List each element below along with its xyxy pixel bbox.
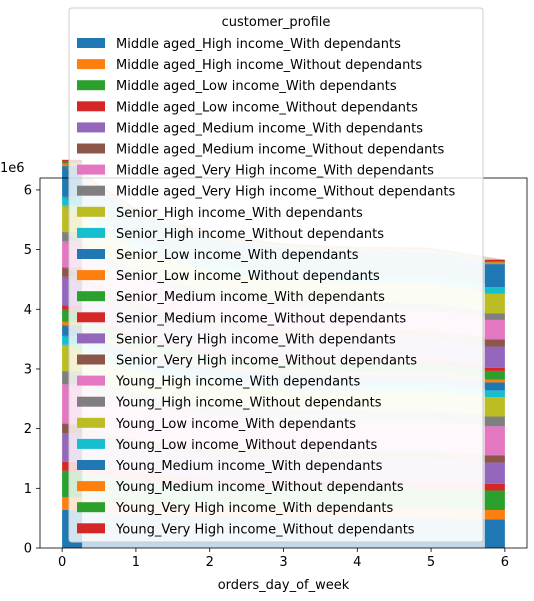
legend-label: Young_Very High income_Without dependant… xyxy=(115,522,415,537)
legend-label: Senior_Medium income_With dependants xyxy=(116,290,385,305)
legend-swatch xyxy=(77,228,105,238)
area-series-20-right-band xyxy=(485,287,505,294)
legend: customer_profile Middle aged_High income… xyxy=(69,8,483,542)
area-series-13-right-band xyxy=(485,371,505,380)
legend-swatch xyxy=(77,101,105,111)
legend-swatch xyxy=(77,80,105,90)
legend-label: Middle aged_Low income_With dependants xyxy=(116,79,397,94)
x-tick-label: 4 xyxy=(353,555,361,570)
area-series-4-right-band xyxy=(485,484,505,491)
legend-label: Young_Medium income_With dependants xyxy=(115,459,383,474)
area-series-15-right-band xyxy=(485,347,505,368)
legend-label: Middle aged_Medium income_With dependant… xyxy=(116,121,423,136)
area-series-10-right-band xyxy=(485,390,505,397)
legend-label: Middle aged_Very High income_Without dep… xyxy=(116,185,455,200)
y-tick-label: 2 xyxy=(24,422,32,437)
legend-swatch xyxy=(77,144,105,154)
legend-swatch xyxy=(77,333,105,343)
legend-label: Senior_Medium income_Without dependants xyxy=(116,311,406,326)
legend-swatch xyxy=(77,460,105,470)
legend-label: Senior_Very High income_With dependants xyxy=(116,332,396,347)
y-tick-label: 0 xyxy=(24,542,32,557)
legend-swatch xyxy=(77,249,105,259)
legend-label: Senior_Very High income_Without dependan… xyxy=(116,354,417,369)
legend-label: Middle aged_Medium income_Without depend… xyxy=(116,143,445,158)
legend-label: Middle aged_High income_With dependants xyxy=(116,37,401,52)
legend-label: Young_Low income_Without dependants xyxy=(115,438,377,453)
area-series-5-right-band xyxy=(485,463,505,484)
area-series-3-right-band xyxy=(485,490,505,510)
legend-swatch xyxy=(77,355,105,365)
area-series-24-right-band xyxy=(485,260,505,261)
legend-swatch xyxy=(77,270,105,280)
y-tick-label: 6 xyxy=(24,183,32,198)
area-series-6-right-band xyxy=(485,456,505,463)
legend-label: Young_Medium income_Without dependants xyxy=(115,480,404,495)
x-axis-label: orders_day_of_week xyxy=(218,578,350,593)
area-series-9-right-band xyxy=(485,397,505,417)
y-tick-label: 4 xyxy=(24,303,32,318)
legend-swatch xyxy=(77,165,105,175)
legend-swatch xyxy=(77,186,105,196)
legend-label: Middle aged_Very High income_With depend… xyxy=(116,164,434,179)
area-series-12-right-band xyxy=(485,380,505,383)
area-series-21-right-band xyxy=(485,264,505,287)
area-series-16-right-band xyxy=(485,339,505,346)
area-series-19-right-band xyxy=(485,294,505,314)
x-tick-label: 3 xyxy=(279,555,287,570)
legend-label: Middle aged_Low income_Without dependant… xyxy=(116,100,418,115)
area-series-7-right-band xyxy=(485,426,505,455)
legend-swatch xyxy=(77,523,105,533)
x-tick-label: 6 xyxy=(501,555,509,570)
legend-swatch xyxy=(77,418,105,428)
x-tick-label: 0 xyxy=(58,555,66,570)
area-series-18-right-band xyxy=(485,313,505,320)
y-tick-label: 1 xyxy=(24,482,32,497)
y-tick-label: 3 xyxy=(24,362,32,377)
legend-swatch xyxy=(77,481,105,491)
area-series-1-right-band xyxy=(485,519,505,548)
legend-label: Senior_Low income_Without dependants xyxy=(116,269,380,284)
legend-label: Young_High income_Without dependants xyxy=(115,396,382,411)
legend-label: Young_Low income_With dependants xyxy=(115,417,356,432)
legend-label: Young_High income_With dependants xyxy=(115,375,360,390)
y-axis-offset-label: 1e6 xyxy=(0,161,25,176)
area-series-17-right-band xyxy=(485,320,505,340)
legend-swatch xyxy=(77,207,105,217)
legend-label: Senior_High income_Without dependants xyxy=(116,227,384,242)
x-axis-ticks: 0 1 2 3 4 5 6 xyxy=(58,548,509,570)
x-tick-label: 2 xyxy=(206,555,214,570)
area-series-11-right-band xyxy=(485,382,505,390)
area-series-2-right-band xyxy=(485,510,505,519)
legend-title: customer_profile xyxy=(222,15,331,30)
y-tick-label: 5 xyxy=(24,243,32,258)
legend-swatch xyxy=(77,59,105,69)
legend-label: Senior_High income_With dependants xyxy=(116,206,363,221)
legend-label: Senior_Low income_With dependants xyxy=(116,248,359,263)
y-axis-ticks: 0 1 2 3 4 5 6 xyxy=(24,183,40,556)
area-series-22-right-band xyxy=(485,262,505,264)
x-tick-label: 1 xyxy=(132,555,140,570)
legend-swatch xyxy=(77,291,105,301)
legend-swatch xyxy=(77,397,105,407)
legend-swatch xyxy=(77,439,105,449)
area-series-23-right-band xyxy=(485,261,505,262)
legend-swatch xyxy=(77,376,105,386)
legend-swatch xyxy=(77,122,105,132)
legend-label: Young_Very High income_With dependants xyxy=(115,501,394,516)
area-series-14-right-band xyxy=(485,368,505,371)
legend-swatch xyxy=(77,312,105,322)
legend-swatch xyxy=(77,502,105,512)
legend-swatch xyxy=(77,38,105,48)
x-tick-label: 5 xyxy=(427,555,435,570)
area-series-8-right-band xyxy=(485,417,505,427)
legend-label: Middle aged_High income_Without dependan… xyxy=(116,58,422,73)
